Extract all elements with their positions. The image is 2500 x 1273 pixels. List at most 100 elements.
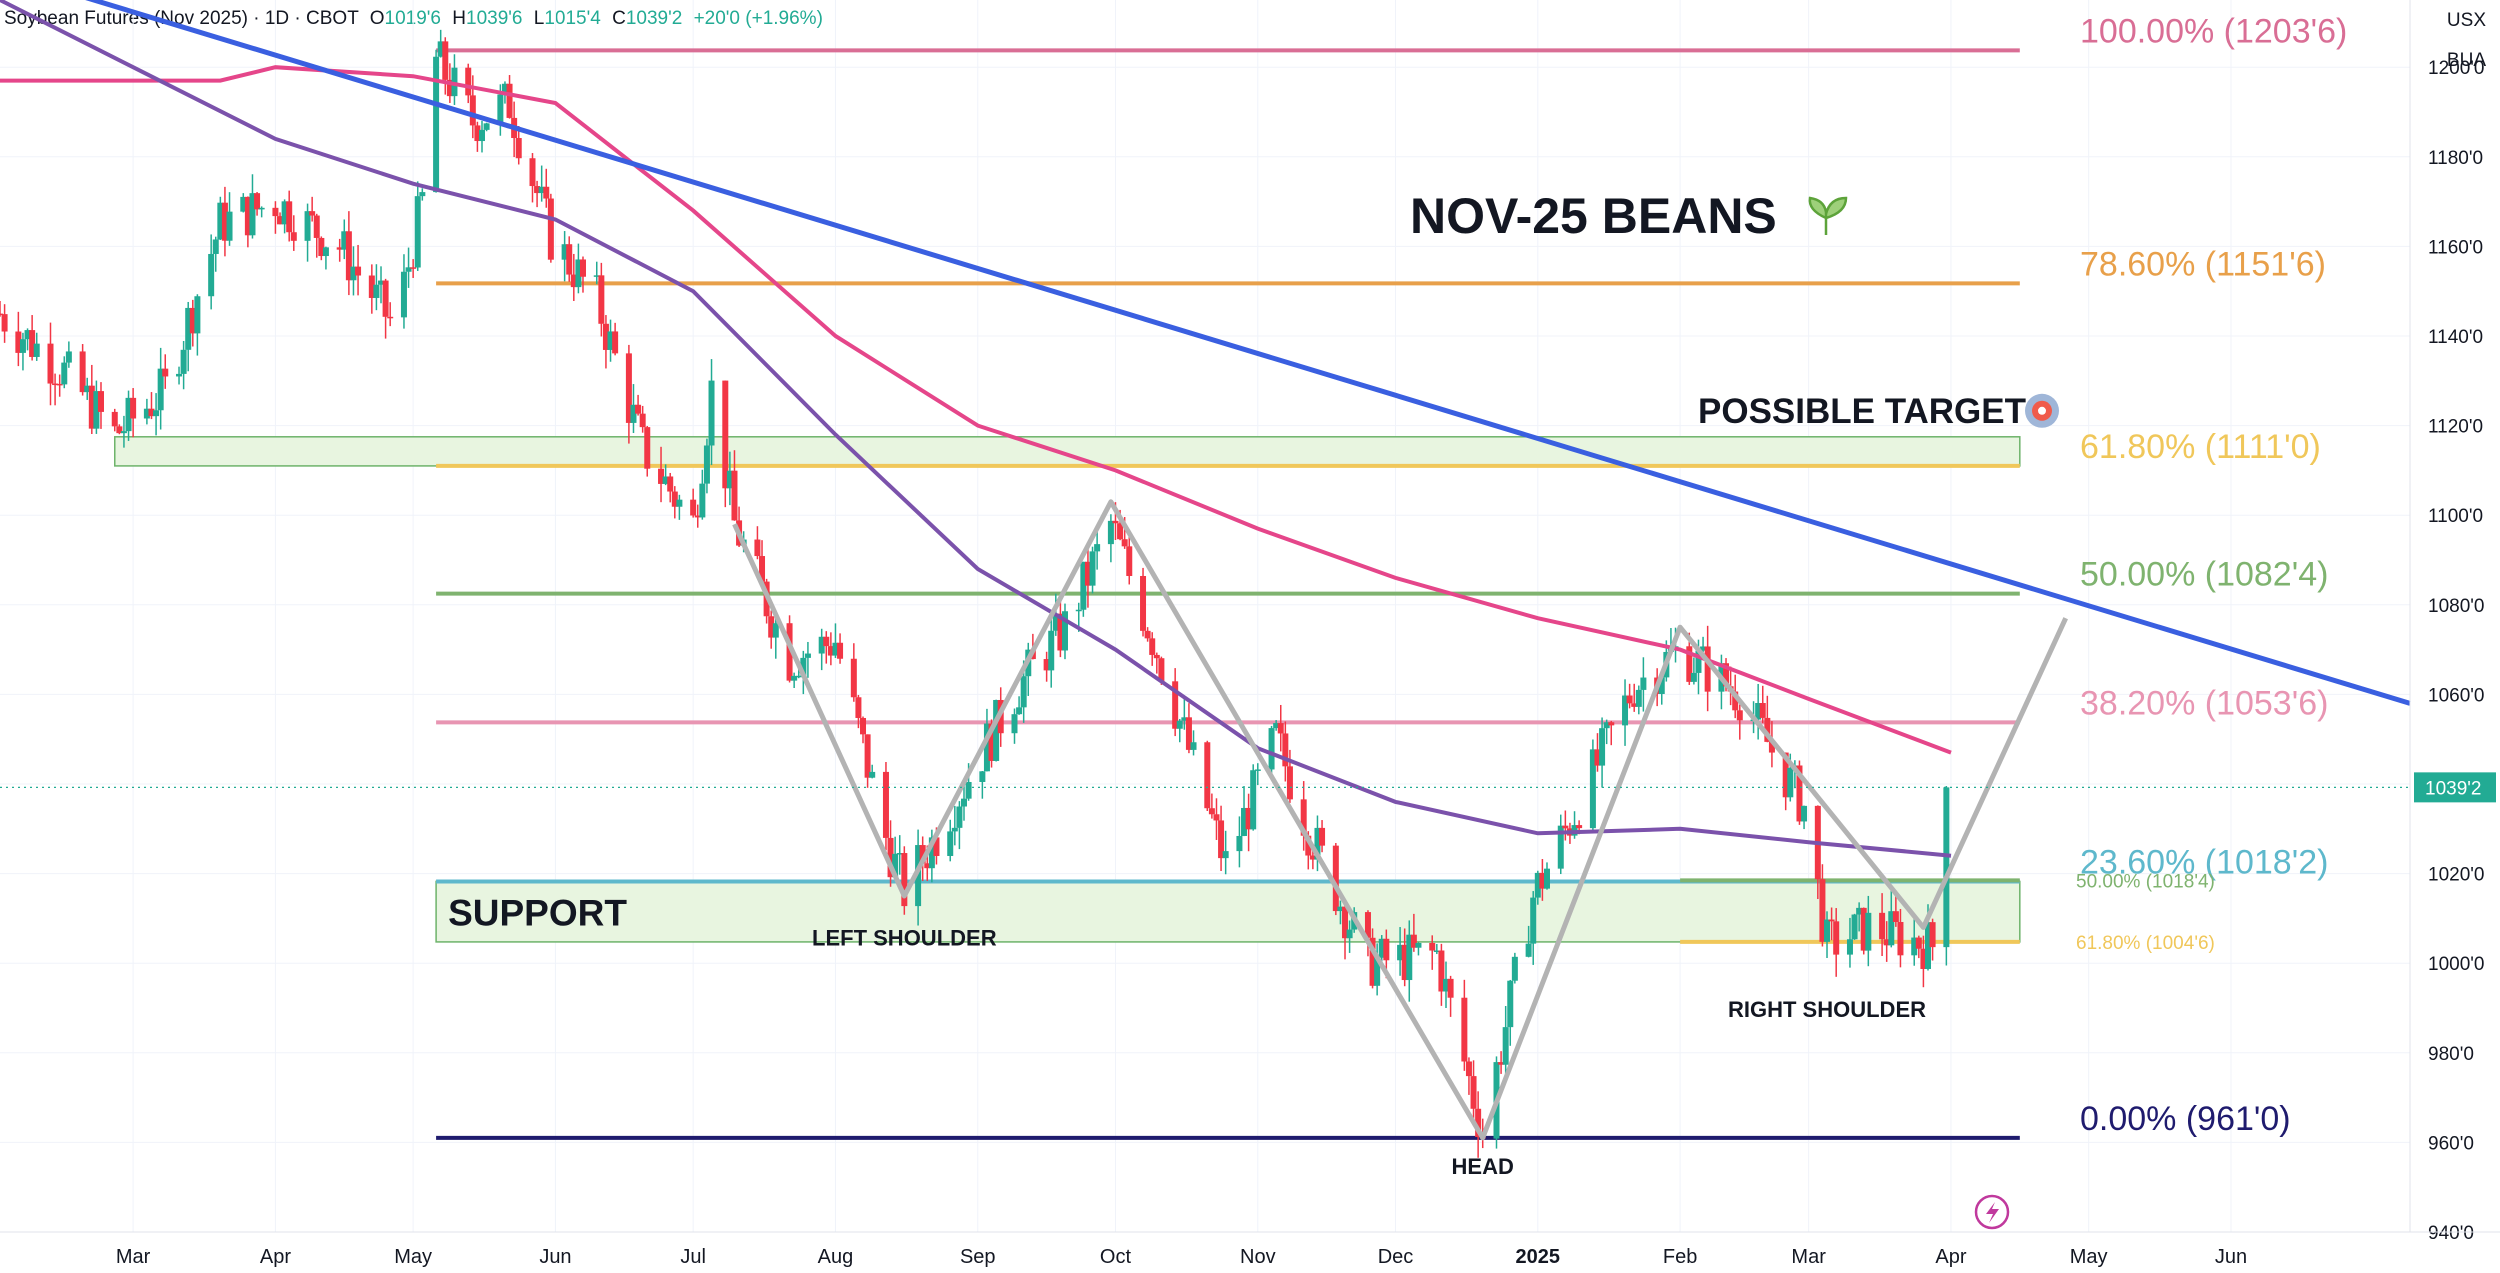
candle-body xyxy=(226,211,233,241)
candle-body xyxy=(1511,956,1518,981)
candle-body xyxy=(405,267,412,272)
candle-body xyxy=(988,723,995,761)
candle-body xyxy=(1819,879,1826,942)
candle-body xyxy=(185,307,192,350)
candle-body xyxy=(309,211,316,216)
candle-body xyxy=(1401,944,1408,981)
last-price-badge xyxy=(2414,772,2496,803)
candle-body xyxy=(1277,723,1284,734)
candle-body xyxy=(547,198,554,260)
candle-body xyxy=(1286,766,1293,800)
x-tick-label: Sep xyxy=(960,1246,996,1268)
candle-body xyxy=(378,280,385,285)
fib-label: 23.60% (1018'2) xyxy=(2080,843,2328,881)
candle-body xyxy=(272,207,279,217)
candle-body xyxy=(1888,911,1895,946)
x-tick-label: Mar xyxy=(1791,1246,1826,1268)
lightning-icon xyxy=(1974,1194,2010,1230)
candle-body xyxy=(1846,939,1853,955)
candle-body xyxy=(644,427,651,469)
candle-body xyxy=(244,196,251,236)
candle-body xyxy=(515,138,522,159)
candle-body xyxy=(290,232,297,241)
candle-body xyxy=(1016,707,1023,715)
candle-body xyxy=(860,717,867,735)
candle-body xyxy=(1057,613,1064,651)
candle-body xyxy=(1833,921,1840,955)
support-label: SUPPORT xyxy=(448,892,627,933)
series-line xyxy=(0,65,1952,755)
candle-body xyxy=(703,445,710,484)
candle-body xyxy=(221,202,228,241)
candle-body xyxy=(804,653,811,658)
annotation-label: LEFT SHOULDER xyxy=(812,925,997,950)
candle-body xyxy=(864,734,871,778)
candle-body xyxy=(111,411,118,427)
low-label: L xyxy=(533,8,545,29)
candle-body xyxy=(97,391,104,412)
candle-body xyxy=(1140,575,1147,631)
candle-body xyxy=(1213,814,1220,821)
candle-body xyxy=(1787,767,1794,798)
high-label: H xyxy=(452,8,467,29)
x-tick-label: Feb xyxy=(1663,1246,1697,1268)
candle-body xyxy=(772,623,779,638)
candle-body xyxy=(277,216,284,225)
candle-body xyxy=(446,79,453,97)
candle-body xyxy=(410,267,417,269)
candle-body xyxy=(1043,659,1050,671)
candle-body xyxy=(708,380,715,446)
candle-body xyxy=(400,271,407,318)
change-value: +20'0 (+1.96%) xyxy=(693,8,823,29)
candle-body xyxy=(176,373,183,377)
candle-body xyxy=(368,275,375,298)
candle-body xyxy=(882,771,889,838)
y-tick-label: 1100'0 xyxy=(2428,506,2483,527)
candle-body xyxy=(322,247,329,257)
candle-body xyxy=(1695,650,1702,673)
candle-body xyxy=(281,201,288,225)
candle-body xyxy=(832,642,839,656)
candle-body xyxy=(1759,703,1766,718)
candle-body xyxy=(286,201,293,233)
candle-body xyxy=(759,556,766,582)
candle-body xyxy=(1447,978,1454,998)
candle-body xyxy=(726,470,733,489)
trend-line xyxy=(85,0,2411,706)
candle-body xyxy=(1589,749,1596,829)
possible-target-label: POSSIBLE TARGET xyxy=(1698,392,2026,431)
fib-label: 100.00% (1203'6) xyxy=(2080,12,2347,50)
candle-body xyxy=(1433,950,1440,953)
candle-body xyxy=(1925,922,1931,969)
open-label: O xyxy=(369,8,385,29)
candle-body xyxy=(1622,695,1629,726)
candle-body xyxy=(1534,872,1541,898)
candle-body xyxy=(387,316,394,319)
candle-body xyxy=(869,771,876,778)
candle-body xyxy=(1782,752,1789,798)
candle-body xyxy=(1222,851,1229,859)
candle-body xyxy=(1883,939,1890,946)
close-value: 1039'2 xyxy=(625,8,683,29)
candle-body xyxy=(1052,613,1059,631)
candle-body xyxy=(837,642,844,659)
target-zone xyxy=(114,436,2021,467)
candle-body xyxy=(318,237,325,257)
candle-body xyxy=(1094,544,1101,552)
candle-body xyxy=(1640,677,1647,690)
fib-label: 0.00% (961'0) xyxy=(2080,1100,2291,1138)
candle-body xyxy=(951,827,958,832)
candle-body xyxy=(1300,799,1307,836)
candle-body xyxy=(690,499,697,516)
candle-body xyxy=(1557,825,1564,869)
candle-body xyxy=(887,837,894,878)
candle-body xyxy=(125,397,132,432)
candle-body xyxy=(1020,676,1027,708)
candle-body xyxy=(52,383,59,386)
y-tick-label: 980'0 xyxy=(2428,1044,2474,1065)
candle-body xyxy=(795,675,802,678)
candle-body xyxy=(1107,520,1114,545)
candle-body xyxy=(1342,906,1349,939)
candle-body xyxy=(1865,912,1872,951)
